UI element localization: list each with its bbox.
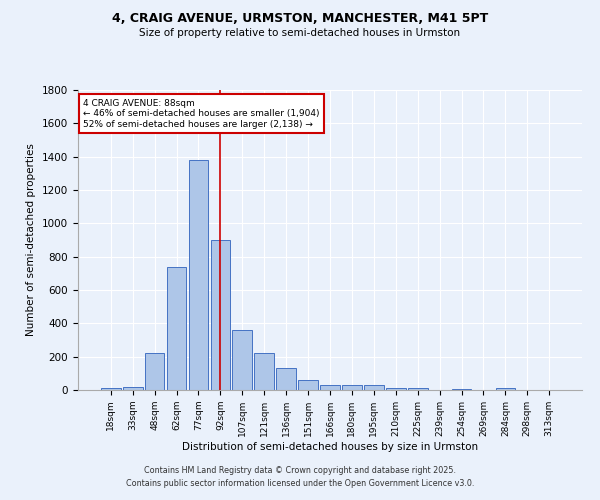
Bar bbox=[167, 266, 187, 390]
Bar bbox=[496, 388, 515, 390]
Bar bbox=[254, 354, 274, 390]
Bar bbox=[452, 389, 472, 390]
Text: 4 CRAIG AVENUE: 88sqm
← 46% of semi-detached houses are smaller (1,904)
52% of s: 4 CRAIG AVENUE: 88sqm ← 46% of semi-deta… bbox=[83, 99, 320, 129]
Bar bbox=[298, 380, 318, 390]
Bar bbox=[320, 385, 340, 390]
X-axis label: Distribution of semi-detached houses by size in Urmston: Distribution of semi-detached houses by … bbox=[182, 442, 478, 452]
Bar bbox=[145, 354, 164, 390]
Bar bbox=[232, 330, 252, 390]
Text: 4, CRAIG AVENUE, URMSTON, MANCHESTER, M41 5PT: 4, CRAIG AVENUE, URMSTON, MANCHESTER, M4… bbox=[112, 12, 488, 26]
Bar bbox=[211, 240, 230, 390]
Bar bbox=[123, 386, 143, 390]
Y-axis label: Number of semi-detached properties: Number of semi-detached properties bbox=[26, 144, 37, 336]
Bar bbox=[342, 385, 362, 390]
Text: Contains HM Land Registry data © Crown copyright and database right 2025.
Contai: Contains HM Land Registry data © Crown c… bbox=[126, 466, 474, 487]
Bar bbox=[364, 385, 384, 390]
Text: Size of property relative to semi-detached houses in Urmston: Size of property relative to semi-detach… bbox=[139, 28, 461, 38]
Bar bbox=[408, 388, 428, 390]
Bar bbox=[101, 388, 121, 390]
Bar bbox=[276, 368, 296, 390]
Bar bbox=[386, 388, 406, 390]
Bar bbox=[188, 160, 208, 390]
